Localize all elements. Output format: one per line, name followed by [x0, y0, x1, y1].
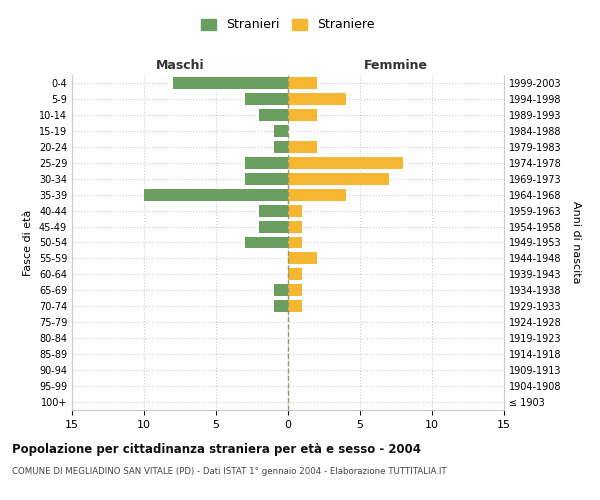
- Y-axis label: Fasce di età: Fasce di età: [23, 210, 33, 276]
- Bar: [288, 204, 302, 216]
- Bar: [288, 141, 317, 153]
- Bar: [245, 236, 288, 248]
- Text: Femmine: Femmine: [364, 59, 428, 72]
- Bar: [288, 109, 317, 121]
- Bar: [245, 157, 288, 168]
- Bar: [173, 77, 288, 89]
- Bar: [259, 220, 288, 232]
- Bar: [288, 300, 302, 312]
- Text: Popolazione per cittadinanza straniera per età e sesso - 2004: Popolazione per cittadinanza straniera p…: [12, 442, 421, 456]
- Bar: [288, 252, 317, 264]
- Bar: [288, 236, 302, 248]
- Bar: [288, 220, 302, 232]
- Bar: [288, 172, 389, 184]
- Y-axis label: Anni di nascita: Anni di nascita: [571, 201, 581, 284]
- Bar: [259, 109, 288, 121]
- Bar: [245, 93, 288, 105]
- Legend: Stranieri, Straniere: Stranieri, Straniere: [197, 14, 379, 35]
- Bar: [144, 188, 288, 200]
- Bar: [288, 284, 302, 296]
- Bar: [288, 157, 403, 168]
- Bar: [259, 204, 288, 216]
- Bar: [288, 268, 302, 280]
- Bar: [274, 125, 288, 137]
- Bar: [288, 188, 346, 200]
- Bar: [274, 141, 288, 153]
- Text: COMUNE DI MEGLIADINO SAN VITALE (PD) - Dati ISTAT 1° gennaio 2004 - Elaborazione: COMUNE DI MEGLIADINO SAN VITALE (PD) - D…: [12, 468, 446, 476]
- Bar: [274, 284, 288, 296]
- Bar: [274, 300, 288, 312]
- Bar: [245, 172, 288, 184]
- Text: Maschi: Maschi: [155, 59, 205, 72]
- Bar: [288, 93, 346, 105]
- Bar: [288, 77, 317, 89]
